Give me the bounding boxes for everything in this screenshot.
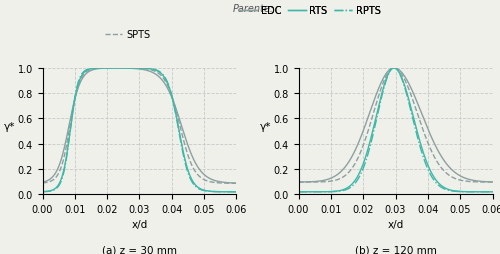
X-axis label: x/d: x/d: [388, 219, 404, 229]
Y-axis label: γ*: γ*: [4, 121, 15, 131]
Text: (a) z = 30 mm: (a) z = 30 mm: [102, 245, 177, 254]
Legend: EDC, RTS, RPTS: EDC, RTS, RPTS: [236, 2, 384, 20]
Y-axis label: γ*: γ*: [260, 121, 271, 131]
X-axis label: x/d: x/d: [132, 219, 148, 229]
Text: (b) z = 120 mm: (b) z = 120 mm: [354, 245, 436, 254]
Text: Parente:: Parente:: [232, 4, 274, 14]
Legend: SPTS: SPTS: [101, 26, 154, 44]
